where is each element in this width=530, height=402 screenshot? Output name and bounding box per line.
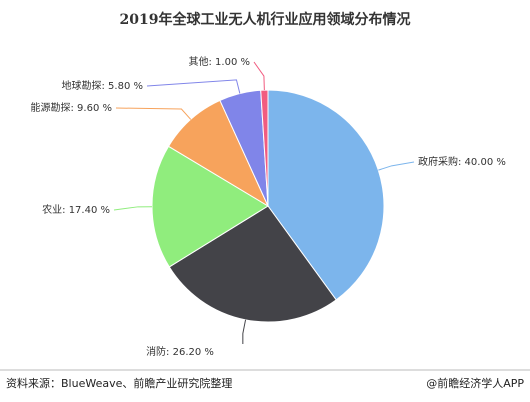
pie-slice <box>168 205 337 323</box>
credit: @前瞻经济学人APP <box>426 376 524 390</box>
leader-line <box>242 319 247 344</box>
leader-line <box>115 107 192 120</box>
leader-line <box>113 206 153 211</box>
source-note: 资料来源：BlueWeave、前瞻产业研究院整理 <box>6 376 232 390</box>
leader-line <box>253 61 265 91</box>
pie-slice <box>267 89 385 301</box>
data-label: 农业: 17.40 % <box>42 203 110 216</box>
leader-line <box>146 79 241 94</box>
data-label: 地球勘探: 5.80 % <box>62 79 144 92</box>
data-label: 消防: 26.20 % <box>146 345 214 358</box>
data-label: 能源勘探: 9.60 % <box>31 101 113 114</box>
data-label: 其他: 1.00 % <box>189 55 251 68</box>
data-label: 政府采购: 40.00 % <box>418 155 506 168</box>
pie-slice <box>151 145 269 268</box>
chart-title: 2019年全球工业无人机行业应用领域分布情况 <box>120 11 411 28</box>
leader-line <box>378 161 415 171</box>
